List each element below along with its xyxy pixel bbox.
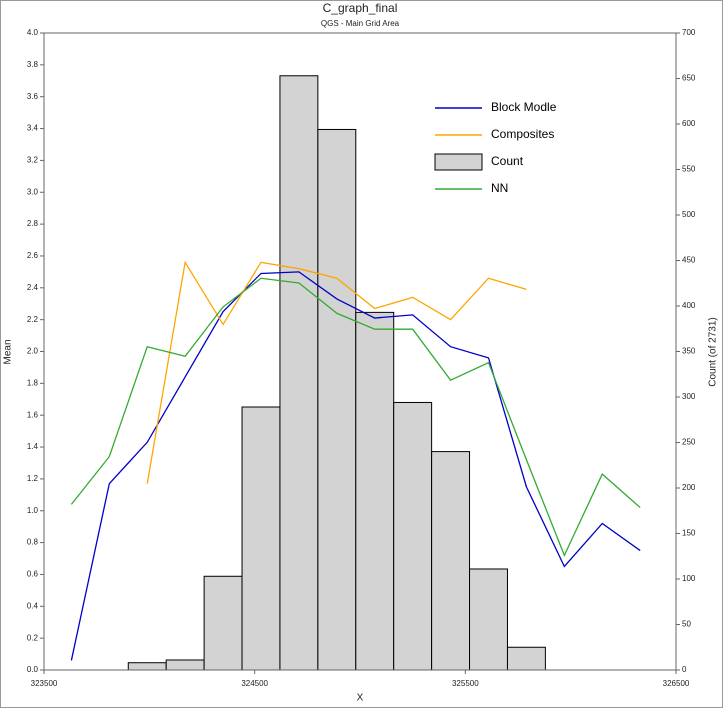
y2-tick-label: 0	[682, 665, 687, 674]
histogram-bar	[203, 575, 243, 671]
y-tick-label: 2.4	[27, 283, 39, 292]
y-tick-label: 4.0	[27, 28, 39, 37]
y-axis-label: Mean	[3, 339, 14, 364]
legend-swatch	[434, 153, 483, 171]
y-tick-label: 3.2	[27, 156, 39, 165]
x-axis-label: X	[357, 693, 364, 704]
y2-tick-label: 50	[682, 620, 691, 629]
histogram-bar	[393, 401, 433, 671]
y-tick-label: 3.0	[27, 187, 39, 196]
y2-tick-label: 100	[682, 574, 696, 583]
y-tick-label: 2.2	[27, 315, 39, 324]
histogram-bar	[279, 75, 319, 671]
y-tick-label: 3.4	[27, 124, 39, 133]
y2-tick-label: 300	[682, 392, 696, 401]
y-tick-label: 2.0	[27, 347, 39, 356]
y-tick-label: 1.2	[27, 474, 39, 483]
y2-axis-label: Count (of 2731)	[708, 317, 719, 387]
y2-tick-label: 550	[682, 165, 696, 174]
legend-label: Count	[491, 154, 524, 168]
y-tick-label: 3.6	[27, 92, 39, 101]
histogram-bar	[506, 646, 546, 671]
y-tick-label: 0.6	[27, 570, 39, 579]
histogram-bar	[165, 659, 205, 671]
histogram-bar	[127, 662, 167, 671]
y2-tick-label: 350	[682, 347, 696, 356]
y-tick-label: 2.8	[27, 219, 39, 228]
legend-label: Composites	[491, 127, 554, 141]
x-tick-label: 325500	[452, 679, 479, 688]
y-tick-label: 0.0	[27, 665, 39, 674]
series-line	[146, 260, 527, 484]
y2-tick-label: 150	[682, 529, 696, 538]
y2-tick-label: 700	[682, 28, 696, 37]
y-tick-label: 1.8	[27, 378, 39, 387]
x-tick-label: 326500	[663, 679, 690, 688]
y-tick-label: 0.4	[27, 601, 39, 610]
y-tick-label: 0.8	[27, 538, 39, 547]
y-tick-label: 0.2	[27, 633, 39, 642]
histogram-bar	[469, 568, 508, 671]
y2-tick-label: 400	[682, 301, 696, 310]
y2-tick-label: 650	[682, 74, 696, 83]
y2-tick-label: 500	[682, 210, 696, 219]
series-line	[70, 271, 641, 661]
x-tick-label: 323500	[31, 679, 58, 688]
y-tick-label: 1.4	[27, 442, 39, 451]
legend-label: Block Modle	[491, 100, 557, 114]
histogram-bar	[241, 406, 281, 671]
y2-tick-label: 200	[682, 483, 696, 492]
y-tick-label: 1.0	[27, 506, 39, 515]
y2-tick-label: 250	[682, 438, 696, 447]
legend-label: NN	[491, 181, 508, 195]
y-tick-label: 3.8	[27, 60, 39, 69]
chart-subtitle: QGS - Main Grid Area	[321, 19, 400, 28]
y-tick-label: 2.6	[27, 251, 39, 260]
histogram-bar	[355, 311, 395, 671]
histogram-bar	[431, 451, 471, 671]
histogram-bar	[317, 128, 357, 671]
chart-title: C_graph_final	[323, 1, 398, 15]
series-line	[70, 277, 641, 557]
y2-tick-label: 450	[682, 256, 696, 265]
y-tick-label: 1.6	[27, 410, 39, 419]
y2-tick-label: 600	[682, 119, 696, 128]
x-tick-label: 324500	[241, 679, 268, 688]
